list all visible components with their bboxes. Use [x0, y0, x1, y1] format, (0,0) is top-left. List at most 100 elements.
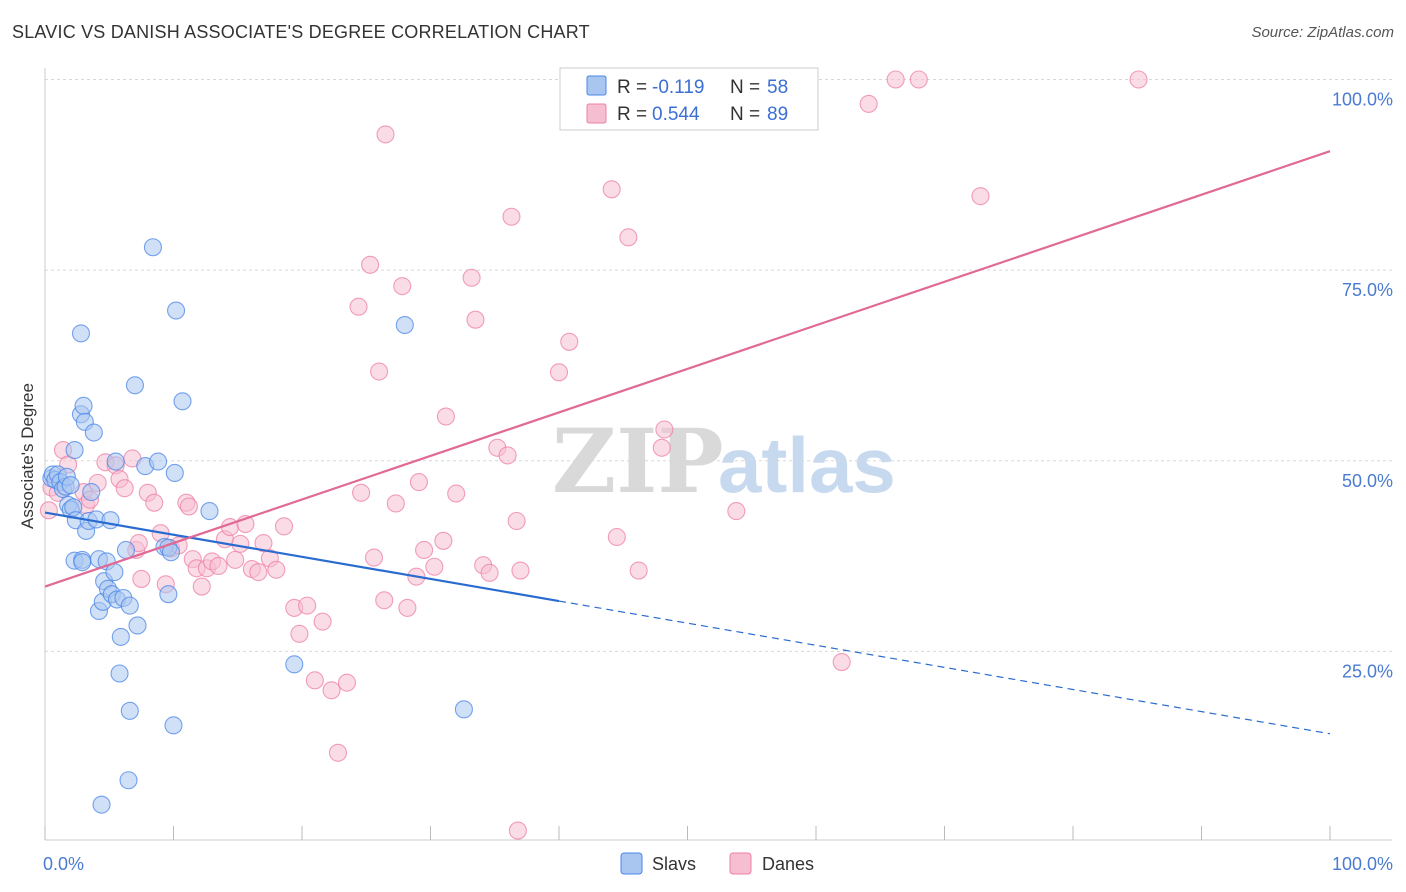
slavs-point-50	[159, 585, 178, 604]
slavs-point-55	[173, 392, 192, 411]
slavs-point-18	[73, 553, 92, 572]
danes-point-37	[249, 563, 268, 582]
slavs-point-44	[128, 616, 147, 635]
danes-point-41	[274, 517, 294, 536]
slavs-point-43	[125, 376, 144, 395]
y-axis-label: Associate's Degree	[18, 383, 37, 529]
danes-point-60	[409, 473, 428, 492]
danes-point-46	[313, 612, 332, 631]
slavs-point-32	[101, 511, 120, 530]
danes-point-82	[655, 420, 674, 439]
slavs-point-10	[65, 441, 84, 460]
slavs-point-60	[119, 771, 138, 790]
danes-point-73	[507, 511, 526, 531]
danes-point-58	[398, 598, 417, 617]
slavs-point-56	[200, 502, 219, 521]
slavs-point-40	[116, 540, 136, 560]
source-label: Source: ZipAtlas.com	[1251, 24, 1394, 41]
danes-point-90	[376, 125, 395, 144]
danes-point-81	[652, 438, 671, 457]
danes-point-52	[361, 255, 380, 274]
slavs-point-38	[111, 627, 130, 646]
slavs-point-11	[61, 476, 80, 495]
slavs-point-53	[165, 463, 184, 483]
slavs-point-23	[82, 482, 101, 502]
slavs-point-16	[71, 324, 91, 343]
danes-point-55	[375, 591, 394, 610]
danes-point-27	[192, 577, 211, 596]
slavs-point-46	[143, 238, 162, 257]
legend-r-value-danes: 0.544	[652, 104, 700, 125]
danes-point-57	[393, 277, 412, 296]
slavs-point-35	[106, 452, 125, 471]
legend-r-label-danes: R =	[617, 104, 647, 125]
danes-point-74	[511, 561, 530, 580]
danes-point-83	[727, 502, 746, 521]
danes-point-45	[305, 671, 324, 690]
danes-point-89	[1129, 70, 1148, 89]
slavs-trend-line	[44, 511, 560, 603]
danes-point-75	[549, 363, 569, 382]
slavs-point-42	[120, 596, 139, 615]
watermark-zip: ZIP	[552, 409, 724, 513]
slavs-point-57	[285, 655, 304, 674]
legend-n-value-slavs: 58	[767, 77, 788, 98]
danes-point-40	[267, 560, 286, 579]
danes-point-18	[145, 493, 164, 512]
danes-point-47	[322, 681, 341, 700]
danes-point-38	[254, 534, 273, 553]
danes-point-87	[909, 70, 928, 89]
danes-point-65	[447, 484, 466, 503]
slavs-point-47	[149, 452, 168, 471]
x-tick-label-1: 100.0%	[1332, 854, 1393, 874]
danes-point-44	[298, 596, 317, 615]
danes-trend-line	[44, 150, 1331, 588]
legend-n-value-danes: 89	[767, 104, 788, 125]
danes-point-48	[328, 743, 348, 762]
danes-point-34	[231, 534, 250, 553]
danes-point-63	[434, 531, 453, 550]
legend-r-value-slavs: -0.119	[652, 77, 704, 98]
y-tick-label-1: 50.0%	[1342, 471, 1393, 491]
danes-point-72	[502, 207, 521, 226]
slavs-point-19	[74, 396, 93, 415]
danes-point-53	[364, 548, 384, 567]
danes-point-30	[209, 556, 228, 576]
danes-point-49	[337, 673, 357, 692]
slavs-point-41	[120, 701, 139, 720]
axes	[44, 68, 1392, 841]
danes-point-77	[602, 180, 621, 199]
danes-point-66	[462, 268, 481, 287]
danes-point-78	[607, 527, 626, 547]
tick-labels: 25.0% 50.0% 75.0% 100.0% 0.0% 100.0%	[43, 90, 1393, 875]
danes-point-33	[226, 550, 245, 569]
danes-point-79	[619, 228, 638, 247]
slavs-point-58	[395, 315, 414, 335]
watermark-atlas: atlas	[718, 421, 896, 509]
danes-point-76	[560, 332, 579, 351]
legend: R = -0.119 N = 58 R = 0.544 N = 89	[559, 67, 819, 131]
chart-title: SLAVIC VS DANISH ASSOCIATE'S DEGREE CORR…	[12, 22, 590, 42]
slavs-point-24	[84, 423, 103, 442]
slavs-point-61	[92, 795, 111, 814]
slavs-trend-line-extension	[558, 600, 1331, 735]
slavs-point-54	[167, 301, 186, 320]
legend-swatch-danes	[586, 103, 607, 124]
slavs-point-59	[454, 700, 473, 719]
y-tick-label-2: 75.0%	[1342, 280, 1393, 300]
danes-point-43	[290, 624, 309, 643]
slavs-point-52	[164, 716, 183, 735]
danes-point-80	[629, 561, 648, 580]
trend-lines	[44, 150, 1331, 735]
y-tick-label-3: 100.0%	[1332, 90, 1393, 110]
danes-point-64	[436, 407, 455, 426]
slavs-point-37	[110, 664, 129, 683]
danes-point-24	[179, 497, 198, 516]
danes-point-16	[132, 569, 151, 588]
legend-n-label-slavs: N =	[730, 77, 760, 98]
bottom-legend-swatch-slavs	[620, 852, 643, 875]
danes-point-56	[386, 494, 405, 513]
legend-swatch-slavs	[586, 75, 607, 96]
danes-point-50	[349, 297, 368, 316]
